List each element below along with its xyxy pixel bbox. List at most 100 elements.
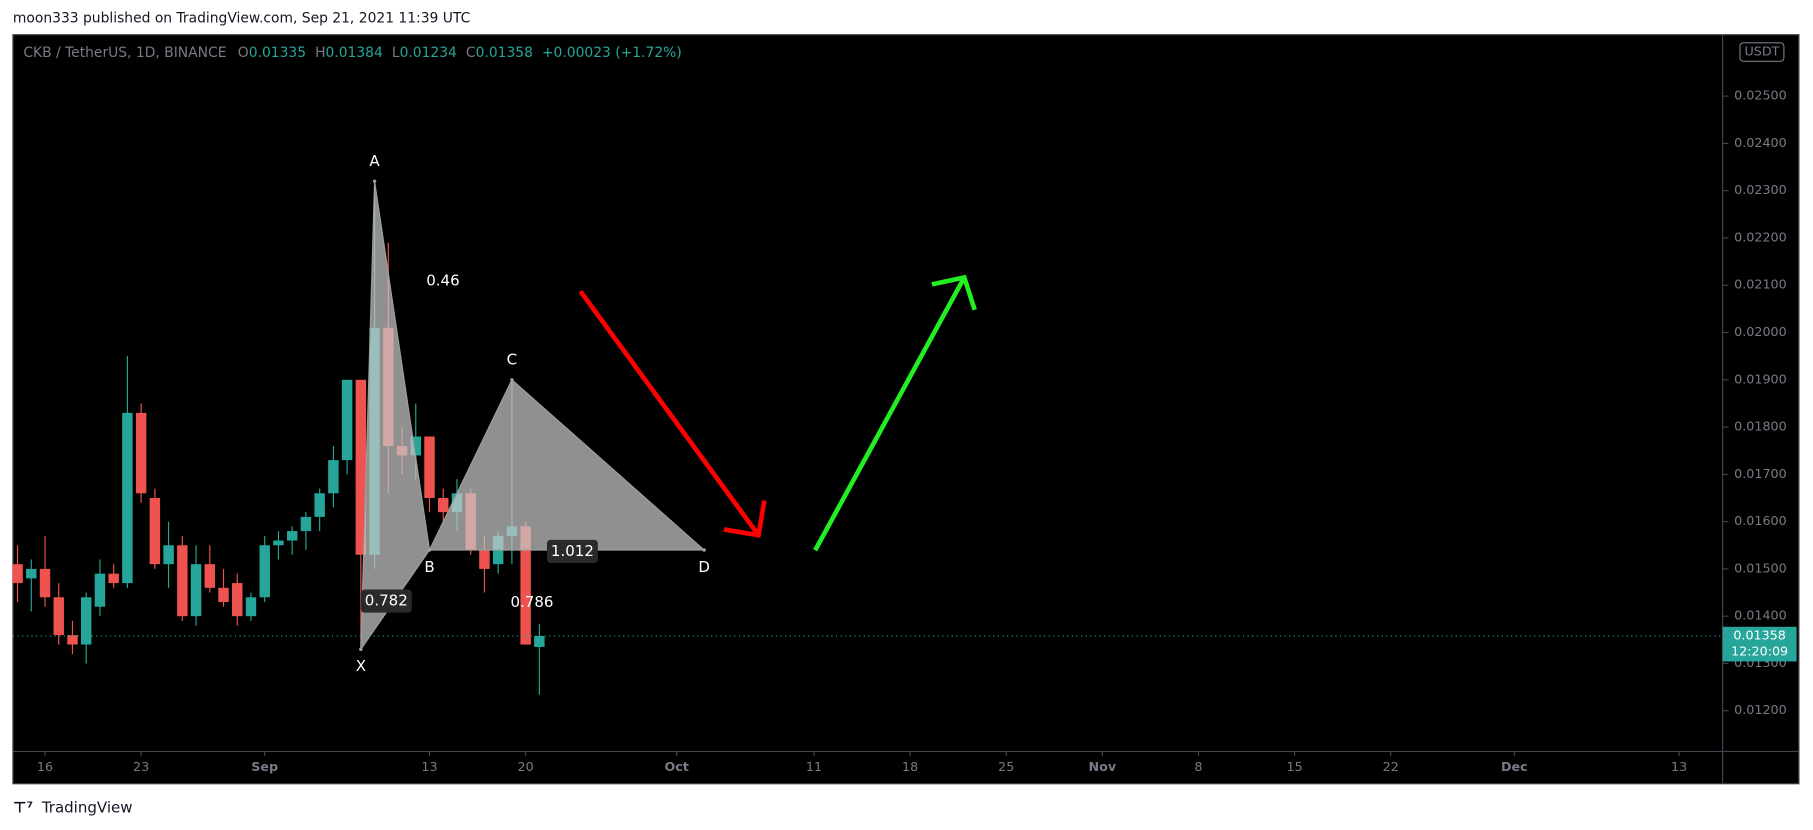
- c-label: C: [466, 45, 476, 61]
- y-tick-label: 0.02500: [1734, 88, 1787, 103]
- y-tick-label: 0.01600: [1734, 513, 1787, 528]
- chart-area: [12, 34, 1800, 785]
- x-tick-label: 20: [518, 759, 534, 774]
- pattern-point: [359, 647, 363, 652]
- price-tag: [1722, 626, 1797, 662]
- candle-body: [300, 516, 312, 532]
- x-tick-label: 16: [37, 759, 53, 774]
- candle-body: [190, 564, 202, 617]
- y-tick-label: 0.01800: [1734, 419, 1787, 434]
- candle-body: [438, 497, 449, 513]
- y-tick-label: 0.02100: [1734, 277, 1787, 292]
- o-value: 0.01335: [249, 45, 306, 61]
- x-tick-label: 23: [133, 759, 149, 774]
- candle-body: [122, 412, 133, 584]
- candle-body: [259, 545, 270, 598]
- change: +0.00023 (+1.72%): [542, 45, 682, 61]
- y-tick-label: 0.01200: [1734, 702, 1787, 717]
- pattern-label: X: [356, 657, 366, 675]
- green-arrow: [813, 274, 977, 552]
- y-tick-label: 0.01700: [1734, 466, 1787, 481]
- currency: USDT: [1744, 44, 1779, 59]
- candle-body: [328, 460, 339, 494]
- candle-body: [218, 587, 229, 602]
- l-label: L: [392, 45, 400, 61]
- ratio-label: 0.46: [426, 271, 459, 289]
- x-tick-label: Dec: [1501, 759, 1528, 774]
- price-tag-countdown: 12:20:09: [1731, 644, 1788, 659]
- pattern-label: A: [369, 152, 380, 170]
- h-label: H: [315, 45, 325, 61]
- candle-body: [204, 564, 216, 588]
- y-tick-label: 0.02000: [1734, 324, 1787, 339]
- candle-body: [135, 412, 147, 494]
- l-value: 0.01234: [400, 45, 457, 61]
- ratio-box: [546, 539, 598, 563]
- pattern-point: [427, 548, 432, 552]
- o-label: O: [238, 45, 249, 61]
- candle-body: [80, 597, 92, 645]
- candle-body: [273, 540, 284, 546]
- x-tick-label: Sep: [251, 759, 278, 774]
- x-tick-label: 25: [998, 759, 1014, 774]
- x-tick-label: 15: [1287, 759, 1303, 774]
- candle-body: [149, 497, 161, 565]
- currency-box[interactable]: [1739, 42, 1785, 62]
- x-tick-label: 22: [1383, 759, 1399, 774]
- x-tick-label: 8: [1194, 759, 1202, 774]
- ratio-label: 1.012: [551, 542, 594, 560]
- candle-body: [39, 568, 51, 598]
- candle-body: [534, 636, 545, 647]
- ratio-box: [360, 589, 412, 613]
- pattern-label: B: [424, 558, 434, 576]
- x-tick-label: Nov: [1089, 759, 1117, 774]
- pattern-point: [372, 179, 377, 183]
- red-arrow: [578, 289, 767, 538]
- arrow-head: [931, 274, 977, 311]
- symbol: CKB / TetherUS, 1D, BINANCE: [23, 45, 226, 61]
- pattern-label: D: [698, 558, 710, 576]
- pattern-label: C: [507, 351, 518, 369]
- plot: 0.012000.013000.014000.015000.016000.017…: [12, 88, 1787, 774]
- pattern-point: [702, 548, 706, 552]
- candle-body: [163, 545, 174, 565]
- y-tick-label: 0.02200: [1734, 229, 1787, 244]
- arrow-line: [578, 289, 761, 537]
- y-tick-label: 0.01900: [1734, 371, 1787, 386]
- candle-body: [177, 545, 188, 617]
- candle-body: [67, 635, 78, 645]
- x-tick-label: Oct: [664, 759, 688, 774]
- candle-body: [355, 379, 367, 555]
- candle-body: [479, 549, 490, 569]
- candle-body: [94, 573, 106, 607]
- arrow-line: [813, 276, 967, 552]
- candle-body: [12, 564, 23, 584]
- ratio-label: 0.786: [510, 593, 553, 611]
- y-tick-label: 0.02400: [1734, 135, 1787, 150]
- publisher: moon333 published on TradingView.com, Se…: [13, 10, 470, 26]
- pattern-point: [510, 378, 514, 382]
- x-tick-label: 13: [1671, 759, 1687, 774]
- legend: CKB / TetherUS, 1D, BINANCE O0.01335 H0.…: [23, 45, 681, 61]
- x-tick-label: 11: [806, 759, 822, 774]
- y-tick-label: 0.01500: [1734, 560, 1787, 575]
- brand[interactable]: TradingView: [41, 799, 133, 817]
- candle-body: [424, 436, 435, 498]
- candle-body: [410, 436, 421, 456]
- candle-body: [232, 583, 243, 617]
- x-tick-label: 18: [902, 759, 918, 774]
- candle-body: [53, 597, 64, 636]
- candle-body: [286, 531, 298, 541]
- c-value: 0.01358: [476, 45, 533, 61]
- y-tick-label: 0.01400: [1734, 608, 1787, 623]
- candle-body: [26, 568, 37, 579]
- arrow-head: [723, 500, 767, 538]
- h-value: 0.01384: [325, 45, 382, 61]
- candle-body: [314, 493, 325, 517]
- logo-mark: ⊤⁷: [13, 799, 33, 817]
- x-tick-label: 13: [421, 759, 437, 774]
- candle-body: [245, 597, 257, 617]
- candle-body: [341, 379, 353, 461]
- price-tag-value: 0.01358: [1733, 628, 1786, 643]
